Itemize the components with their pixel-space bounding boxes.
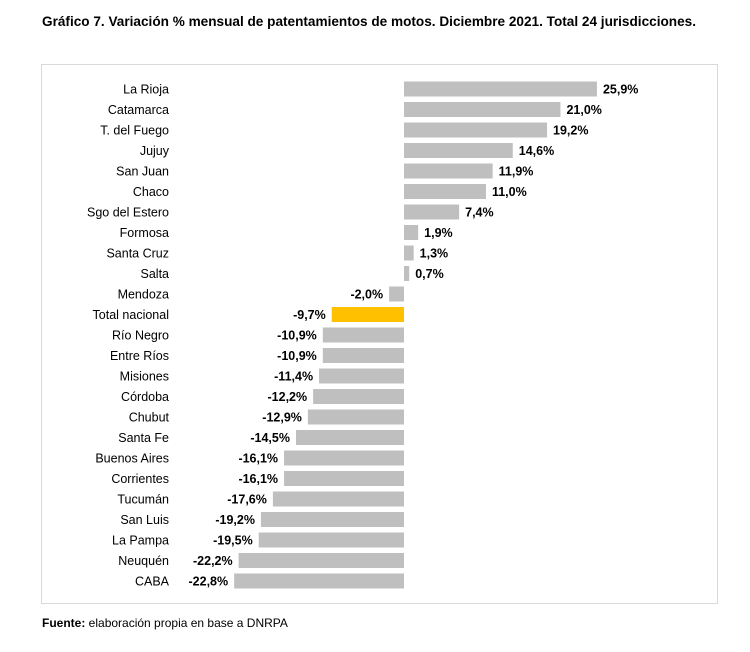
data-label: -17,6% bbox=[227, 493, 267, 507]
bar-7 bbox=[404, 225, 419, 240]
data-label: -16,1% bbox=[238, 452, 278, 466]
category-label: San Juan bbox=[116, 165, 169, 179]
category-label: T. del Fuego bbox=[100, 124, 169, 138]
data-label: -10,9% bbox=[277, 349, 317, 363]
bar-24 bbox=[234, 573, 404, 589]
bar-1 bbox=[404, 102, 561, 117]
data-label: 14,6% bbox=[519, 144, 554, 158]
category-label: La Rioja bbox=[123, 83, 169, 97]
category-label: Catamarca bbox=[108, 103, 169, 117]
category-label: San Luis bbox=[120, 513, 169, 527]
bar-14 bbox=[319, 368, 404, 384]
bar-3 bbox=[404, 143, 513, 158]
data-label: -12,9% bbox=[262, 411, 302, 425]
bar-12 bbox=[322, 327, 404, 343]
source-text: elaboración propia en base a DNRPA bbox=[85, 616, 288, 630]
chart-frame: La Rioja 25,9% Catamarca 21,0% T. del Fuego 1… bbox=[41, 64, 718, 604]
bar-16 bbox=[307, 409, 404, 425]
category-label: Tucumán bbox=[117, 493, 169, 507]
category-label: Total nacional bbox=[93, 308, 169, 322]
bar-5 bbox=[404, 184, 486, 199]
category-label: Río Negro bbox=[112, 329, 169, 343]
category-label: Salta bbox=[141, 267, 170, 281]
category-label: Jujuy bbox=[140, 144, 170, 158]
data-label: 1,9% bbox=[424, 226, 453, 240]
chart-title: Gráfico 7. Variación % mensual de patent… bbox=[42, 14, 696, 29]
data-label: -19,5% bbox=[213, 534, 253, 548]
bar-9 bbox=[404, 266, 410, 281]
bar-19 bbox=[284, 471, 404, 486]
bar-15 bbox=[313, 389, 404, 404]
data-label: 0,7% bbox=[415, 267, 444, 281]
bar-0 bbox=[404, 81, 597, 97]
category-label: Buenos Aires bbox=[95, 452, 169, 466]
data-label: 11,9% bbox=[499, 165, 534, 179]
category-label: Sgo del Estero bbox=[87, 206, 169, 220]
bar-20 bbox=[272, 491, 404, 507]
data-label: -12,2% bbox=[268, 390, 308, 404]
category-label: Santa Fe bbox=[118, 431, 169, 445]
data-label: -22,8% bbox=[189, 575, 229, 589]
data-label: -9,7% bbox=[293, 308, 326, 322]
data-label: 7,4% bbox=[465, 206, 494, 220]
category-label: Neuquén bbox=[118, 554, 169, 568]
category-label: Misiones bbox=[120, 370, 169, 384]
data-label: 19,2% bbox=[553, 124, 588, 138]
source-label: Fuente: bbox=[42, 616, 86, 630]
category-label: Entre Ríos bbox=[110, 349, 169, 363]
data-label: -22,2% bbox=[193, 554, 233, 568]
data-label: 1,3% bbox=[420, 247, 449, 261]
category-label: Chubut bbox=[129, 411, 170, 425]
bar-6 bbox=[404, 204, 460, 220]
data-label: 21,0% bbox=[566, 103, 601, 117]
bar-23 bbox=[238, 553, 404, 568]
category-label: Mendoza bbox=[118, 288, 169, 302]
bar-11 bbox=[331, 307, 404, 322]
data-label: -16,1% bbox=[238, 472, 278, 486]
data-label: -11,4% bbox=[274, 370, 313, 384]
category-label: Santa Cruz bbox=[106, 247, 169, 261]
bar-22 bbox=[258, 532, 404, 548]
data-label: -10,9% bbox=[277, 329, 317, 343]
category-label: Formosa bbox=[120, 226, 169, 240]
bar-18 bbox=[284, 450, 404, 466]
data-label: -14,5% bbox=[250, 431, 290, 445]
bar-2 bbox=[404, 122, 548, 138]
data-label: 25,9% bbox=[603, 83, 638, 97]
category-label: Chaco bbox=[133, 185, 169, 199]
bar-4 bbox=[404, 163, 493, 179]
bar-13 bbox=[322, 348, 404, 363]
bar-21 bbox=[260, 512, 404, 527]
category-label: Corrientes bbox=[111, 472, 169, 486]
bar-chart: La Rioja 25,9% Catamarca 21,0% T. del Fuego 1… bbox=[87, 81, 638, 589]
category-label: La Pampa bbox=[112, 534, 169, 548]
bar-17 bbox=[295, 430, 404, 445]
data-label: 11,0% bbox=[492, 185, 527, 199]
data-label: -19,2% bbox=[215, 513, 255, 527]
bar-8 bbox=[404, 245, 414, 261]
data-label: -2,0% bbox=[350, 288, 383, 302]
category-label: CABA bbox=[135, 575, 170, 589]
category-label: Córdoba bbox=[121, 390, 169, 404]
bar-10 bbox=[389, 286, 404, 302]
source-note: Fuente: elaboración propia en base a DNR… bbox=[42, 616, 288, 630]
